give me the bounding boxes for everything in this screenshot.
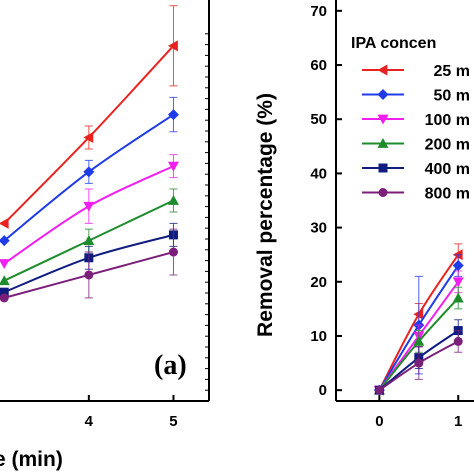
legend-entry-4-label: 200 m <box>425 137 470 154</box>
legend-entry-3-label: 100 m <box>425 112 470 129</box>
legend-title: IPA concen <box>351 35 436 52</box>
right-series-3-point-3 <box>452 277 464 288</box>
legend-entry-3-marker <box>377 114 389 125</box>
left-series-4-point-2 <box>83 235 95 245</box>
legend-entry-6-marker <box>378 188 388 197</box>
left-series-6-point-3 <box>168 247 178 257</box>
legend-entry-3: 100 m <box>362 112 470 129</box>
right-series-1-point-2 <box>413 308 424 320</box>
left-series-1-point-2 <box>83 131 94 143</box>
right-y-tick-label-7: 60 <box>310 57 327 74</box>
left-x-tick-label-1: 4 <box>85 413 94 430</box>
right-series-6 <box>374 330 463 395</box>
legend-entry-4-marker <box>377 138 389 148</box>
right-y-tick-label-8: 70 <box>310 3 327 20</box>
legend-entry-2-label: 50 m <box>434 88 470 105</box>
right-series-1 <box>373 243 463 396</box>
left-series-3-point-3 <box>167 161 179 172</box>
legend-entry-1-label: 25 m <box>434 63 470 80</box>
right-chart-plot-area: 0 10 20 30 40 50 60 70 0 1 Removal percentage (%)… <box>254 0 474 430</box>
legend-entry-5-label: 400 m <box>425 161 470 178</box>
left-series-2 <box>0 96 179 247</box>
left-series-6-point-2 <box>84 270 94 280</box>
legend-entry-6: 800 m <box>362 186 470 203</box>
right-series-4-point-3 <box>452 292 464 303</box>
left-series-2-point-3 <box>167 109 179 121</box>
legend-entry-1: 25 m <box>362 63 470 80</box>
right-y-tick-label-1: 0 <box>319 382 327 399</box>
left-series-1-point-1 <box>0 217 9 229</box>
left-series-2-point-2 <box>83 166 95 178</box>
right-series-2-point-3 <box>452 260 464 272</box>
right-series-6-point-2 <box>414 358 424 368</box>
right-x-tick-label-2: 1 <box>454 413 462 430</box>
legend-entry-1-marker <box>377 64 388 76</box>
left-series-4-point-1 <box>0 275 10 286</box>
left-series-2-point-1 <box>0 235 10 247</box>
left-series-1 <box>0 5 178 229</box>
right-y-tick-label-4: 30 <box>310 220 327 237</box>
right-y-tick-label-5: 40 <box>310 165 327 182</box>
right-chart-y-axis-title: Removal percentage (%) <box>254 93 277 337</box>
left-series-3 <box>0 154 179 270</box>
right-series-6-point-3 <box>453 336 463 346</box>
legend-entry-2: 50 m <box>362 88 470 105</box>
legend-entry-2-marker <box>377 89 389 100</box>
legend-entry-5: 400 m <box>362 161 470 178</box>
left-series-6 <box>0 228 178 303</box>
left-series-4-point-3 <box>167 195 179 205</box>
left-x-tick-label-2: 5 <box>169 413 177 430</box>
right-series-4-point-2 <box>413 335 425 346</box>
left-series-6-point-1 <box>0 293 9 303</box>
legend-entry-5-marker <box>378 163 388 173</box>
left-chart-x-axis-title: e (min) <box>0 448 63 471</box>
panel-label-a: (a) <box>154 350 187 381</box>
right-y-tick-label-6: 50 <box>310 111 327 128</box>
left-series-5-point-1 <box>0 287 9 297</box>
right-chart-legend: IPA concen 25 m 50 m 100 m 200 m 400 m 800 m <box>351 35 470 203</box>
right-series-6-point-1 <box>374 385 384 395</box>
right-y-tick-label-3: 20 <box>310 274 327 291</box>
left-series-1-point-3 <box>167 40 178 52</box>
right-x-tick-label-1: 0 <box>375 413 383 430</box>
left-series-3-point-2 <box>83 201 95 212</box>
legend-entry-6-label: 800 m <box>425 186 470 203</box>
legend-entry-4: 200 m <box>362 137 470 154</box>
left-chart-plot-area: 4 5 (a) e (min) <box>0 0 210 471</box>
left-series-3-point-1 <box>0 259 10 270</box>
right-y-tick-label-2: 10 <box>310 328 327 345</box>
